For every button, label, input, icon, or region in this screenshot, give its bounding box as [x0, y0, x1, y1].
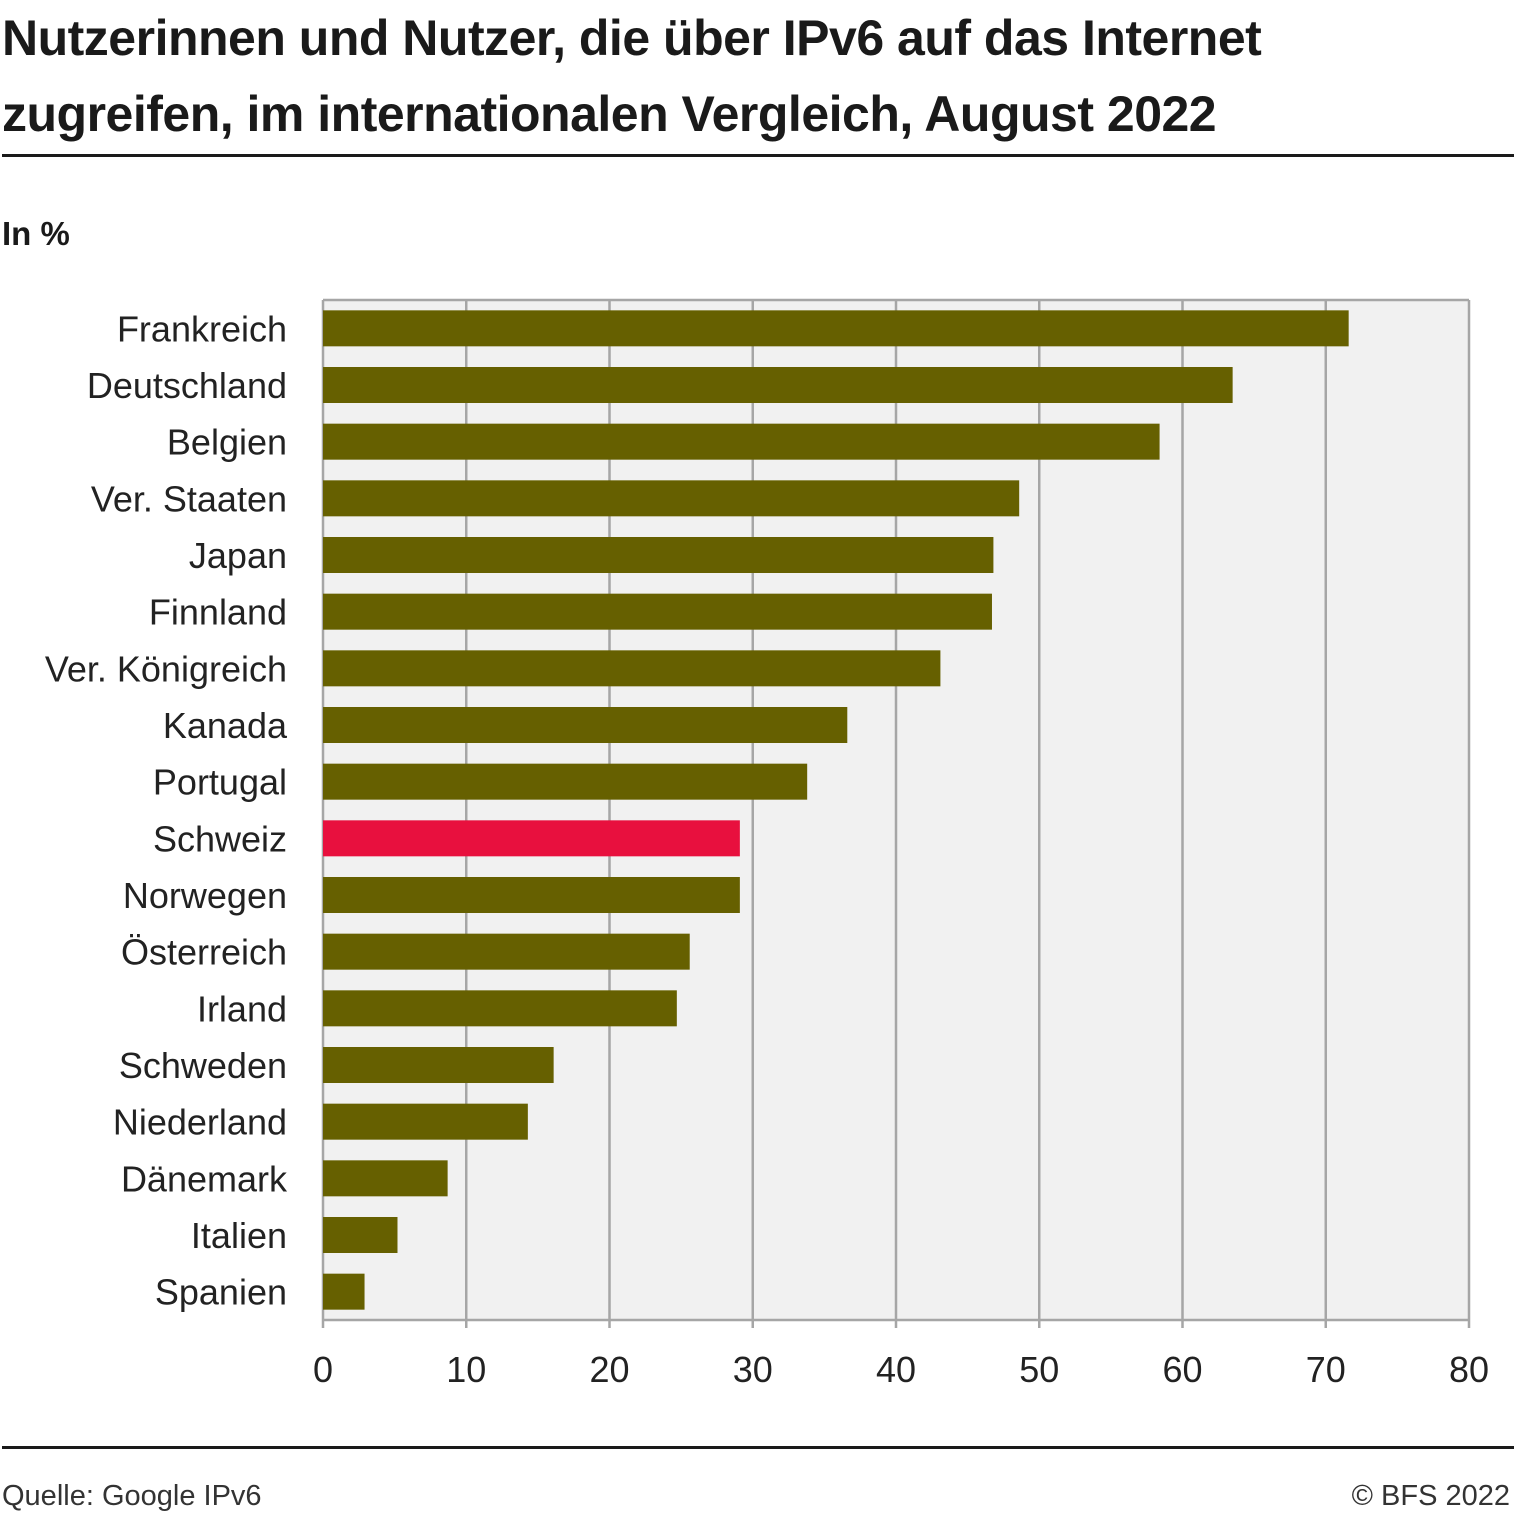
category-label: Ver. Staaten: [91, 478, 287, 519]
bar: [323, 1103, 528, 1140]
x-tick-label: 50: [1019, 1349, 1059, 1390]
bar: [323, 310, 1349, 347]
bar: [323, 763, 808, 800]
x-tick-label: 70: [1306, 1349, 1346, 1390]
bar: [323, 990, 677, 1027]
category-label: Deutschland: [87, 365, 287, 406]
x-tick-label: 60: [1162, 1349, 1202, 1390]
category-label: Italien: [191, 1215, 287, 1256]
unit-label: In %: [2, 215, 70, 252]
bar: [323, 537, 994, 573]
bar: [323, 480, 1020, 517]
category-label: Ver. Königreich: [45, 648, 287, 689]
bar: [323, 877, 740, 913]
title-rule: [2, 154, 1514, 157]
bar: [323, 1047, 554, 1083]
category-label: Dänemark: [121, 1158, 288, 1199]
bar: [323, 650, 941, 687]
bar: [323, 1217, 398, 1253]
category-label: Spanien: [155, 1272, 287, 1313]
bar: [323, 423, 1160, 460]
x-tick-label: 80: [1449, 1349, 1489, 1390]
category-label: Belgien: [167, 422, 287, 463]
bar: [323, 593, 992, 630]
footer-rule: [2, 1446, 1514, 1449]
category-label: Irland: [197, 988, 287, 1029]
x-tick-label: 0: [313, 1349, 333, 1390]
bar: [323, 820, 740, 857]
bar: [323, 933, 690, 970]
bar: [323, 1273, 365, 1310]
category-label: Frankreich: [117, 308, 287, 349]
x-tick-label: 10: [446, 1349, 486, 1390]
category-label: Schweiz: [153, 818, 287, 859]
chart-title: Nutzerinnen und Nutzer, die über IPv6 au…: [2, 10, 1262, 142]
x-tick-label: 40: [876, 1349, 916, 1390]
x-tick-label: 30: [733, 1349, 773, 1390]
bar: [323, 707, 848, 743]
category-label: Portugal: [153, 762, 287, 803]
category-label: Norwegen: [123, 875, 287, 916]
category-label: Kanada: [163, 705, 288, 746]
bar: [323, 367, 1233, 403]
bar: [323, 1160, 448, 1197]
category-label: Finnland: [149, 592, 287, 633]
bar-chart: 0 10 20 30 40 50 60 70 80 Frankreich Deutschland Be…: [45, 298, 1489, 1390]
copyright-note: © BFS 2022: [1351, 1480, 1510, 1512]
source-note: Quelle: Google IPv6: [2, 1480, 262, 1512]
x-tick-label: 20: [589, 1349, 629, 1390]
category-label: Japan: [189, 535, 287, 576]
category-label: Schweden: [119, 1045, 287, 1086]
category-label: Österreich: [121, 932, 287, 973]
category-label: Niederland: [113, 1102, 287, 1143]
